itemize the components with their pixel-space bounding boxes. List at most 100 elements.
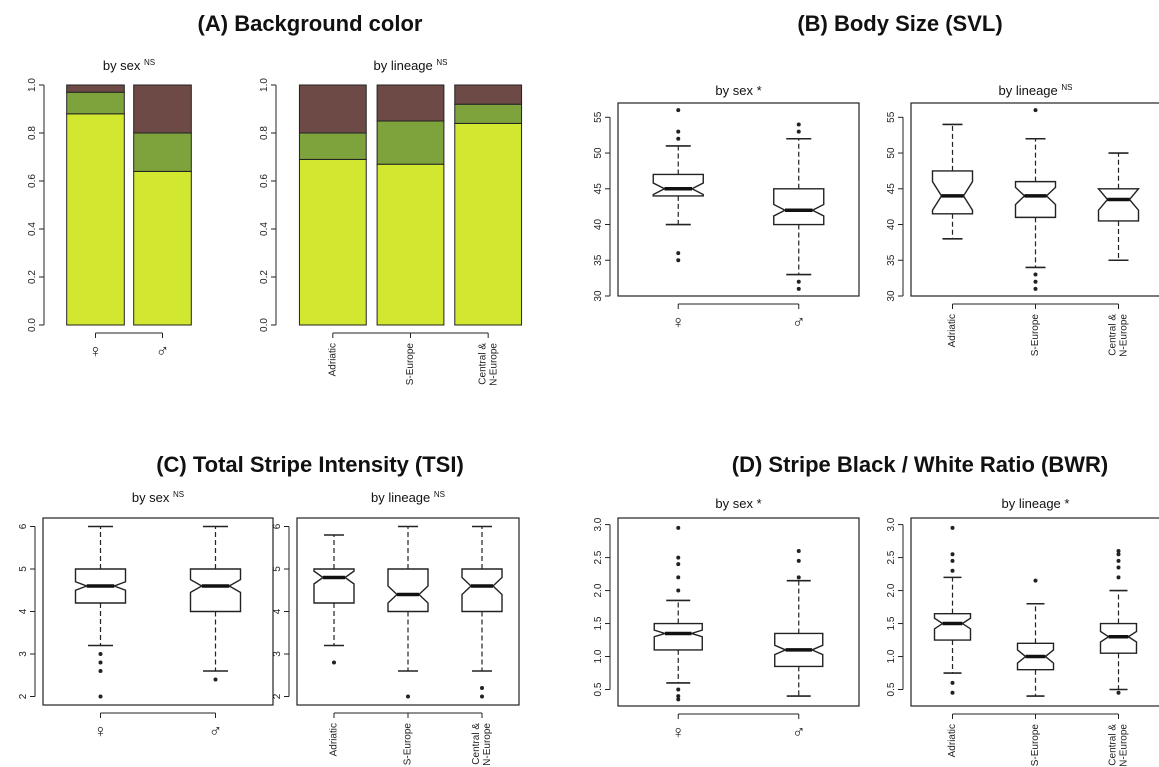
y-tick-label: 5 bbox=[272, 566, 283, 572]
outlier-point bbox=[1033, 108, 1038, 113]
x-tick-label: ♂ bbox=[209, 721, 223, 741]
outlier-point bbox=[1116, 575, 1121, 580]
y-tick-label: 5 bbox=[18, 566, 29, 572]
box-body bbox=[933, 612, 972, 641]
significance-marker: NS bbox=[1061, 83, 1072, 92]
outlier-point bbox=[676, 251, 681, 256]
outlier-point bbox=[1116, 690, 1121, 695]
plot-c-by-lineage: by lineage NS 2 3 4 5 6 Adriatic S-Europe Centra… bbox=[272, 490, 520, 766]
plot-frame bbox=[617, 517, 860, 707]
y-tick-label: 1.0 bbox=[886, 649, 897, 663]
y-tick-label: 6 bbox=[18, 523, 29, 529]
y-tick-label: 2 bbox=[272, 693, 283, 699]
y-tick-label: 35 bbox=[886, 254, 897, 266]
x-tick-label: ♂ bbox=[792, 722, 806, 742]
y-tick-label: 2.0 bbox=[593, 583, 604, 597]
significance-marker: NS bbox=[436, 58, 447, 67]
outlier-point bbox=[796, 575, 801, 580]
y-tick-label: 1.5 bbox=[593, 616, 604, 630]
y-tick-label: 0.8 bbox=[27, 126, 38, 140]
y-tick-label: 35 bbox=[593, 254, 604, 266]
outlier-point bbox=[1033, 286, 1038, 291]
y-tick-label: 0.5 bbox=[886, 682, 897, 696]
bar-segment bbox=[66, 84, 125, 93]
outlier-point bbox=[796, 122, 801, 127]
plot-subtitle: by lineage * bbox=[1002, 496, 1070, 511]
outlier-point bbox=[796, 548, 801, 553]
outlier-point bbox=[332, 660, 336, 665]
bar-segment bbox=[66, 113, 125, 326]
plot-a-by-lineage: by lineage NS 0.0 0.2 0.4 0.6 0.8 1.0 Adriatic S… bbox=[259, 58, 523, 386]
y-tick-label: 55 bbox=[593, 111, 604, 123]
outlier-point bbox=[1033, 272, 1038, 277]
outlier-point bbox=[950, 690, 955, 695]
outlier-point bbox=[676, 136, 681, 141]
plot-frame bbox=[42, 517, 274, 706]
y-tick-label: 0.8 bbox=[259, 126, 270, 140]
significance-marker: * bbox=[757, 496, 762, 511]
outlier-point bbox=[676, 129, 681, 134]
plot-subtitle: by sex * bbox=[715, 496, 761, 511]
plot-frame bbox=[910, 102, 1159, 297]
y-tick-label: 2.0 bbox=[886, 583, 897, 597]
bar-segment bbox=[376, 84, 445, 122]
plot-d-by-sex: by sex * 0.5 1.0 1.5 2.0 2.5 3.0 ♀ ♂ bbox=[593, 496, 860, 742]
outlier-point bbox=[796, 129, 801, 134]
outlier-point bbox=[796, 286, 801, 291]
outlier-point bbox=[950, 568, 955, 573]
panel-c-title: (C) Total Stripe Intensity (TSI) bbox=[156, 452, 464, 477]
plot-subtitle: by lineage NS bbox=[371, 490, 445, 505]
significance-marker: NS bbox=[434, 490, 445, 499]
x-tick-label: S-Europe bbox=[1030, 314, 1041, 357]
bar-segment bbox=[133, 84, 192, 134]
x-tick-label: N-Europe bbox=[488, 343, 499, 386]
plot-c-by-sex: by sex NS 2 3 4 5 6 ♀ ♂ bbox=[18, 490, 274, 741]
y-tick-label: 40 bbox=[886, 219, 897, 231]
x-tick-label: S-Europe bbox=[403, 723, 414, 766]
y-tick-label: 50 bbox=[886, 147, 897, 159]
y-tick-label: 0.0 bbox=[27, 318, 38, 332]
significance-marker: * bbox=[1064, 496, 1069, 511]
y-tick-label: 0.0 bbox=[259, 318, 270, 332]
panel-b-title: (B) Body Size (SVL) bbox=[797, 11, 1003, 36]
x-tick-label: ♀ bbox=[94, 721, 108, 741]
outlier-point bbox=[676, 562, 681, 567]
x-tick-label: ♂ bbox=[792, 312, 806, 332]
bar-segment bbox=[298, 132, 367, 160]
outlier-point bbox=[676, 575, 681, 580]
bar-segment bbox=[454, 84, 523, 105]
bar-segment bbox=[66, 91, 125, 115]
outlier-point bbox=[98, 669, 103, 673]
outlier-point bbox=[1033, 578, 1038, 583]
plot-frame bbox=[910, 517, 1159, 707]
y-tick-label: 4 bbox=[272, 608, 283, 614]
x-tick-label: ♀ bbox=[672, 722, 686, 742]
box-body bbox=[461, 568, 503, 613]
outlier-point bbox=[1116, 565, 1121, 570]
box-body bbox=[931, 170, 974, 215]
y-tick-label: 3.0 bbox=[593, 517, 604, 531]
x-tick-label: Central & bbox=[1108, 314, 1119, 356]
bar-segment bbox=[376, 120, 445, 165]
y-tick-label: 0.6 bbox=[259, 174, 270, 188]
outlier-point bbox=[676, 525, 681, 530]
plot-subtitle: by sex NS bbox=[103, 58, 155, 73]
y-tick-label: 45 bbox=[886, 183, 897, 195]
y-tick-label: 4 bbox=[18, 608, 29, 614]
panel-a-title: (A) Background color bbox=[197, 11, 423, 36]
plot-a-by-sex: by sex NS 0.0 0.2 0.4 0.6 0.8 1.0 ♀ ♂ bbox=[27, 58, 192, 361]
outlier-point bbox=[213, 677, 218, 682]
bar-segment bbox=[133, 170, 192, 326]
outlier-point bbox=[676, 687, 681, 692]
box-body bbox=[387, 568, 429, 613]
plot-frame bbox=[617, 102, 860, 297]
y-tick-label: 1.0 bbox=[259, 78, 270, 92]
outlier-point bbox=[98, 652, 103, 656]
y-tick-label: 2 bbox=[18, 693, 29, 699]
y-tick-label: 55 bbox=[886, 111, 897, 123]
y-tick-label: 2.5 bbox=[886, 550, 897, 564]
significance-marker: NS bbox=[173, 490, 184, 499]
outlier-point bbox=[480, 694, 484, 699]
y-tick-label: 0.4 bbox=[259, 222, 270, 236]
